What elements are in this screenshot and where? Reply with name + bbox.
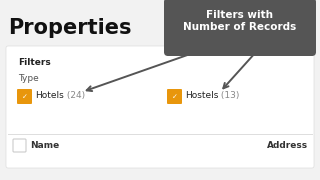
Text: Hotels: Hotels (35, 91, 64, 100)
Text: Properties: Properties (8, 18, 132, 38)
Text: (13): (13) (218, 91, 239, 100)
FancyBboxPatch shape (167, 89, 182, 104)
Text: Name: Name (30, 141, 59, 150)
Text: (24): (24) (64, 91, 85, 100)
FancyBboxPatch shape (164, 0, 316, 56)
Text: ✓: ✓ (172, 93, 177, 100)
Text: Address: Address (267, 141, 308, 150)
Text: Hostels: Hostels (185, 91, 218, 100)
Text: Filters with
Number of Records: Filters with Number of Records (183, 10, 297, 32)
Text: Filters: Filters (18, 58, 51, 67)
FancyBboxPatch shape (13, 139, 26, 152)
Text: ✓: ✓ (21, 93, 28, 100)
Text: Type: Type (18, 74, 39, 83)
FancyBboxPatch shape (6, 46, 314, 168)
FancyBboxPatch shape (17, 89, 32, 104)
